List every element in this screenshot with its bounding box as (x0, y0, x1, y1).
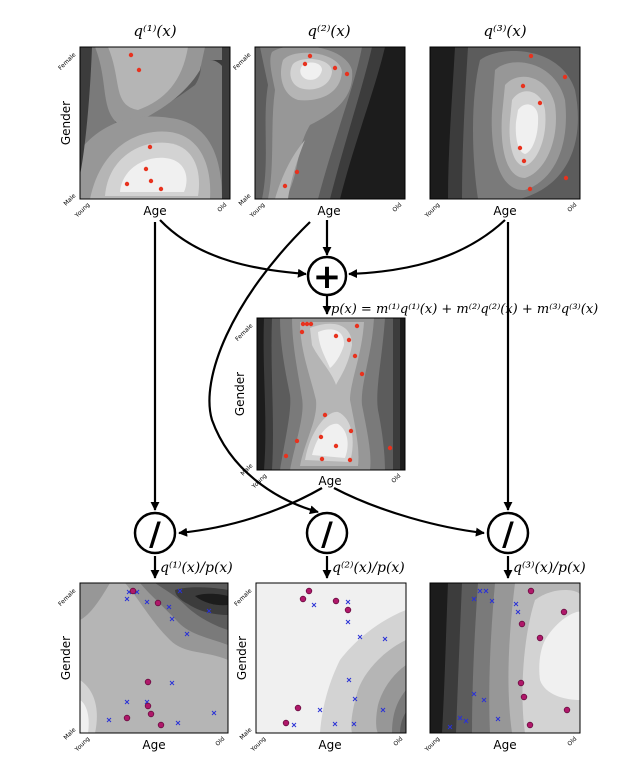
x-tick-young-q3: Young (423, 201, 441, 219)
y-tick-female-r2: Female (233, 587, 254, 608)
x-axis-label-r3: Age (493, 738, 516, 752)
x-axis-label-p: Age (318, 474, 341, 488)
cross-markers-r1 (106, 588, 217, 726)
x-tick-young-r1: Young (73, 735, 91, 753)
y-axis-label-r2: Gender (235, 636, 249, 680)
y-tick-male-p: Male (239, 462, 254, 477)
x-tick-old-q2: Old (391, 201, 403, 213)
flow-arrows (150, 219, 513, 579)
panel-title-q1: q⁽¹⁾(x) (133, 22, 176, 40)
x-tick-young-r2: Young (249, 735, 267, 753)
arrow-q1-to-sum (159, 219, 307, 278)
x-tick-young-r3: Young (423, 735, 441, 753)
y-tick-male-r2: Male (238, 726, 253, 741)
y-tick-female-q2: Female (232, 51, 253, 72)
y-tick-female-r1: Female (57, 587, 78, 608)
contour-plot-p (257, 318, 405, 470)
panel-q1: q⁽¹⁾(x) Age Gender Young Old Male Female (57, 22, 231, 220)
arrow-p-to-div1 (178, 487, 323, 537)
divide-operator-3: / (502, 515, 514, 553)
arrow-q2-to-div2 (208, 221, 319, 515)
cross-markers-r3 (447, 588, 521, 730)
panel-q3: q⁽³⁾(x) Age Young Old (423, 22, 581, 220)
ratio-label-1: q⁽¹⁾(x)/p(x) (160, 560, 233, 576)
contour-plot-q2 (255, 47, 405, 199)
weighted-points-r2 (282, 587, 352, 727)
divide-node-2: / (305, 511, 349, 555)
x-axis-label-r1: Age (142, 738, 165, 752)
sample-points-q2 (282, 53, 350, 189)
mixture-equation: p(x) = m⁽¹⁾q⁽¹⁾(x) + m⁽²⁾q⁽²⁾(x) + m⁽³⁾q… (331, 302, 598, 317)
contour-plot-r3 (430, 583, 580, 733)
x-tick-old-p: Old (390, 472, 402, 484)
sum-operator: + (313, 257, 342, 297)
panel-r3: Age Young Old (423, 582, 581, 754)
y-tick-female-q1: Female (57, 51, 78, 72)
sum-node: + (306, 255, 348, 297)
weighted-points-r1 (123, 587, 165, 729)
x-tick-young-q2: Young (248, 201, 266, 219)
x-tick-young-q1: Young (73, 201, 91, 219)
weighted-points-r3 (517, 587, 571, 729)
divide-node-3: / (486, 511, 530, 555)
x-tick-old-r3: Old (566, 735, 578, 747)
panel-title-q3: q⁽³⁾(x) (483, 22, 526, 40)
divide-node-1: / (133, 511, 177, 555)
panel-title-q2: q⁽²⁾(x) (307, 22, 350, 40)
y-axis-label-p: Gender (233, 372, 247, 416)
x-axis-label-q1: Age (143, 204, 166, 218)
y-axis-label-r1: Gender (59, 636, 73, 680)
divide-operator-2: / (321, 515, 333, 553)
y-tick-male-q2: Male (237, 192, 252, 207)
y-tick-male-r1: Male (62, 726, 77, 741)
contour-plot-r1 (80, 583, 228, 733)
sample-points-p (283, 321, 393, 463)
x-axis-label-q2: Age (317, 204, 340, 218)
panel-r2: Age Gender Young Old Male Female (233, 582, 407, 754)
x-tick-old-q1: Old (216, 201, 228, 213)
sample-points-q1 (124, 52, 164, 192)
x-axis-label-q3: Age (493, 204, 516, 218)
panel-q2: q⁽²⁾(x) Age Male Female Young Old (232, 22, 406, 220)
panel-p: Age Gender Young Old Male Female (233, 317, 406, 491)
ratio-label-2: q⁽²⁾(x)/p(x) (332, 560, 405, 576)
y-tick-female-p: Female (234, 322, 255, 343)
arrow-p-to-div3 (333, 487, 485, 537)
contour-plot-q3 (430, 47, 580, 199)
ratio-label-3: q⁽³⁾(x)/p(x) (513, 560, 586, 576)
x-tick-old-r2: Old (392, 735, 404, 747)
y-axis-label-q1: Gender (59, 101, 73, 145)
y-tick-male-q1: Male (62, 192, 77, 207)
panel-r1: Age Gender Young Old Male Female (57, 582, 229, 754)
x-axis-label-r2: Age (318, 738, 341, 752)
divide-operator-1: / (149, 515, 161, 553)
x-tick-old-q3: Old (566, 201, 578, 213)
arrow-q3-to-sum (348, 219, 506, 279)
contour-plot-q1 (80, 47, 230, 199)
x-tick-old-r1: Old (214, 735, 226, 747)
sample-points-q3 (517, 53, 569, 192)
cross-markers-r2 (291, 588, 388, 728)
